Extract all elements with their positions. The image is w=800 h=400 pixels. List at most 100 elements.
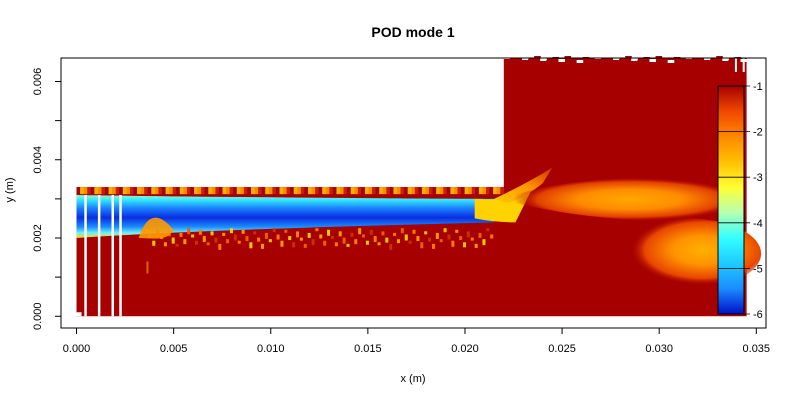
- boundary-stripe: [386, 187, 391, 195]
- boundary-stripe: [436, 187, 441, 195]
- jet-speckle: [455, 229, 459, 233]
- boundary-stripe: [357, 187, 362, 195]
- jet-speckle: [435, 232, 439, 239]
- boundary-stripe: [325, 187, 330, 195]
- jet-speckle: [400, 228, 404, 234]
- boundary-stripe: [97, 187, 102, 195]
- jet-speckle: [218, 243, 222, 250]
- field-edge-cell: [710, 59, 717, 62]
- jet-speckle: [330, 236, 334, 240]
- boundary-stripe: [372, 187, 376, 195]
- boundary-stripe: [461, 187, 465, 195]
- jet-speckle: [354, 239, 358, 245]
- field-edge-cell: [637, 60, 644, 63]
- jet-speckle: [385, 237, 389, 243]
- boundary-stripe: [80, 187, 84, 195]
- jet-speckle: [439, 239, 443, 243]
- boundary-stripe: [215, 187, 220, 195]
- colorbar-tick-label: -3: [753, 172, 763, 184]
- boundary-stripe: [268, 187, 273, 195]
- boundary-stripe: [197, 187, 202, 195]
- jet-speckle: [350, 232, 354, 237]
- jet-speckle: [408, 240, 412, 244]
- boundary-stripe: [407, 187, 412, 195]
- boundary-stripe: [347, 187, 352, 195]
- boundary-stripe: [247, 187, 252, 195]
- boundary-stripe: [450, 187, 455, 195]
- boundary-stripe: [425, 187, 430, 195]
- jet-speckle: [288, 236, 292, 241]
- boundary-stripe: [389, 187, 394, 195]
- jet-speckle: [311, 239, 315, 246]
- jet-speckle: [342, 237, 346, 244]
- jet-speckle: [478, 232, 482, 238]
- boundary-stripe: [379, 187, 384, 195]
- y-tick-label: 0.006: [32, 68, 44, 96]
- jet-core: [76, 187, 533, 238]
- jet-speckle: [463, 242, 467, 248]
- boundary-stripe: [94, 187, 99, 195]
- boundary-stripe: [486, 187, 490, 195]
- boundary-stripe: [122, 187, 127, 195]
- boundary-stripe: [158, 187, 163, 195]
- boundary-stripe: [414, 187, 419, 195]
- boundary-stripe: [471, 187, 476, 195]
- field-edge-cell: [619, 59, 626, 62]
- boundary-stripe: [354, 187, 359, 195]
- jet-speckle: [179, 232, 183, 237]
- boundary-stripe: [126, 187, 131, 195]
- boundary-stripe: [194, 187, 198, 195]
- jet-speckle: [171, 237, 175, 244]
- field-edge-cell: [570, 58, 578, 61]
- jet-speckle: [315, 228, 319, 232]
- jet-speckle: [261, 243, 265, 249]
- jet-speckle: [362, 234, 366, 238]
- boundary-stripe: [432, 187, 437, 195]
- jet-speckle: [229, 228, 233, 234]
- jet-speckle: [346, 243, 350, 247]
- jet-speckle: [163, 242, 167, 247]
- chart-title: POD mode 1: [371, 24, 454, 40]
- jet-speckle: [253, 231, 257, 235]
- x-tick-label: 0.010: [257, 343, 285, 355]
- boundary-stripe: [218, 187, 223, 195]
- boundary-stripe: [222, 187, 227, 195]
- boundary-stripe: [340, 187, 344, 195]
- y-axis-label: y (m): [4, 177, 16, 202]
- jet-speckle: [373, 236, 377, 243]
- boundary-stripe: [283, 187, 287, 195]
- x-tick-label: 0.030: [645, 343, 673, 355]
- boundary-stripe: [464, 187, 469, 195]
- boundary-stripe: [272, 187, 277, 195]
- field-edge-cell: [540, 58, 547, 61]
- boundary-stripe: [105, 187, 109, 195]
- jet-speckle: [323, 240, 327, 246]
- x-tick-label: 0.005: [160, 343, 188, 355]
- x-tick-label: 0.020: [451, 343, 479, 355]
- boundary-stripe: [368, 187, 373, 195]
- boundary-stripe: [457, 187, 462, 195]
- jet-speckle: [459, 236, 463, 241]
- boundary-stripe: [251, 187, 255, 195]
- field-edge-cell: [649, 59, 657, 62]
- x-tick-label: 0.025: [548, 343, 576, 355]
- jet-speckle: [338, 231, 342, 237]
- boundary-stripe: [475, 187, 480, 195]
- field-edge-cell: [631, 58, 638, 61]
- boundary-stripe: [300, 187, 305, 195]
- jet-speckle: [334, 242, 338, 247]
- field-edge-cell: [558, 59, 566, 62]
- colorbar-tick-label: -1: [753, 81, 763, 93]
- boundary-stripe: [315, 187, 319, 195]
- boundary-stripe: [154, 187, 159, 195]
- jet-speckle: [175, 243, 179, 247]
- boundary-stripe: [108, 187, 113, 195]
- jet-speckle: [272, 228, 276, 233]
- jet-speckle: [416, 236, 420, 242]
- boundary-stripe: [350, 187, 355, 195]
- boundary-stripe: [240, 187, 245, 195]
- boundary-stripe: [396, 187, 401, 195]
- jet-speckle: [195, 240, 199, 245]
- boundary-stripe: [183, 187, 188, 195]
- boundary-stripe: [115, 187, 120, 195]
